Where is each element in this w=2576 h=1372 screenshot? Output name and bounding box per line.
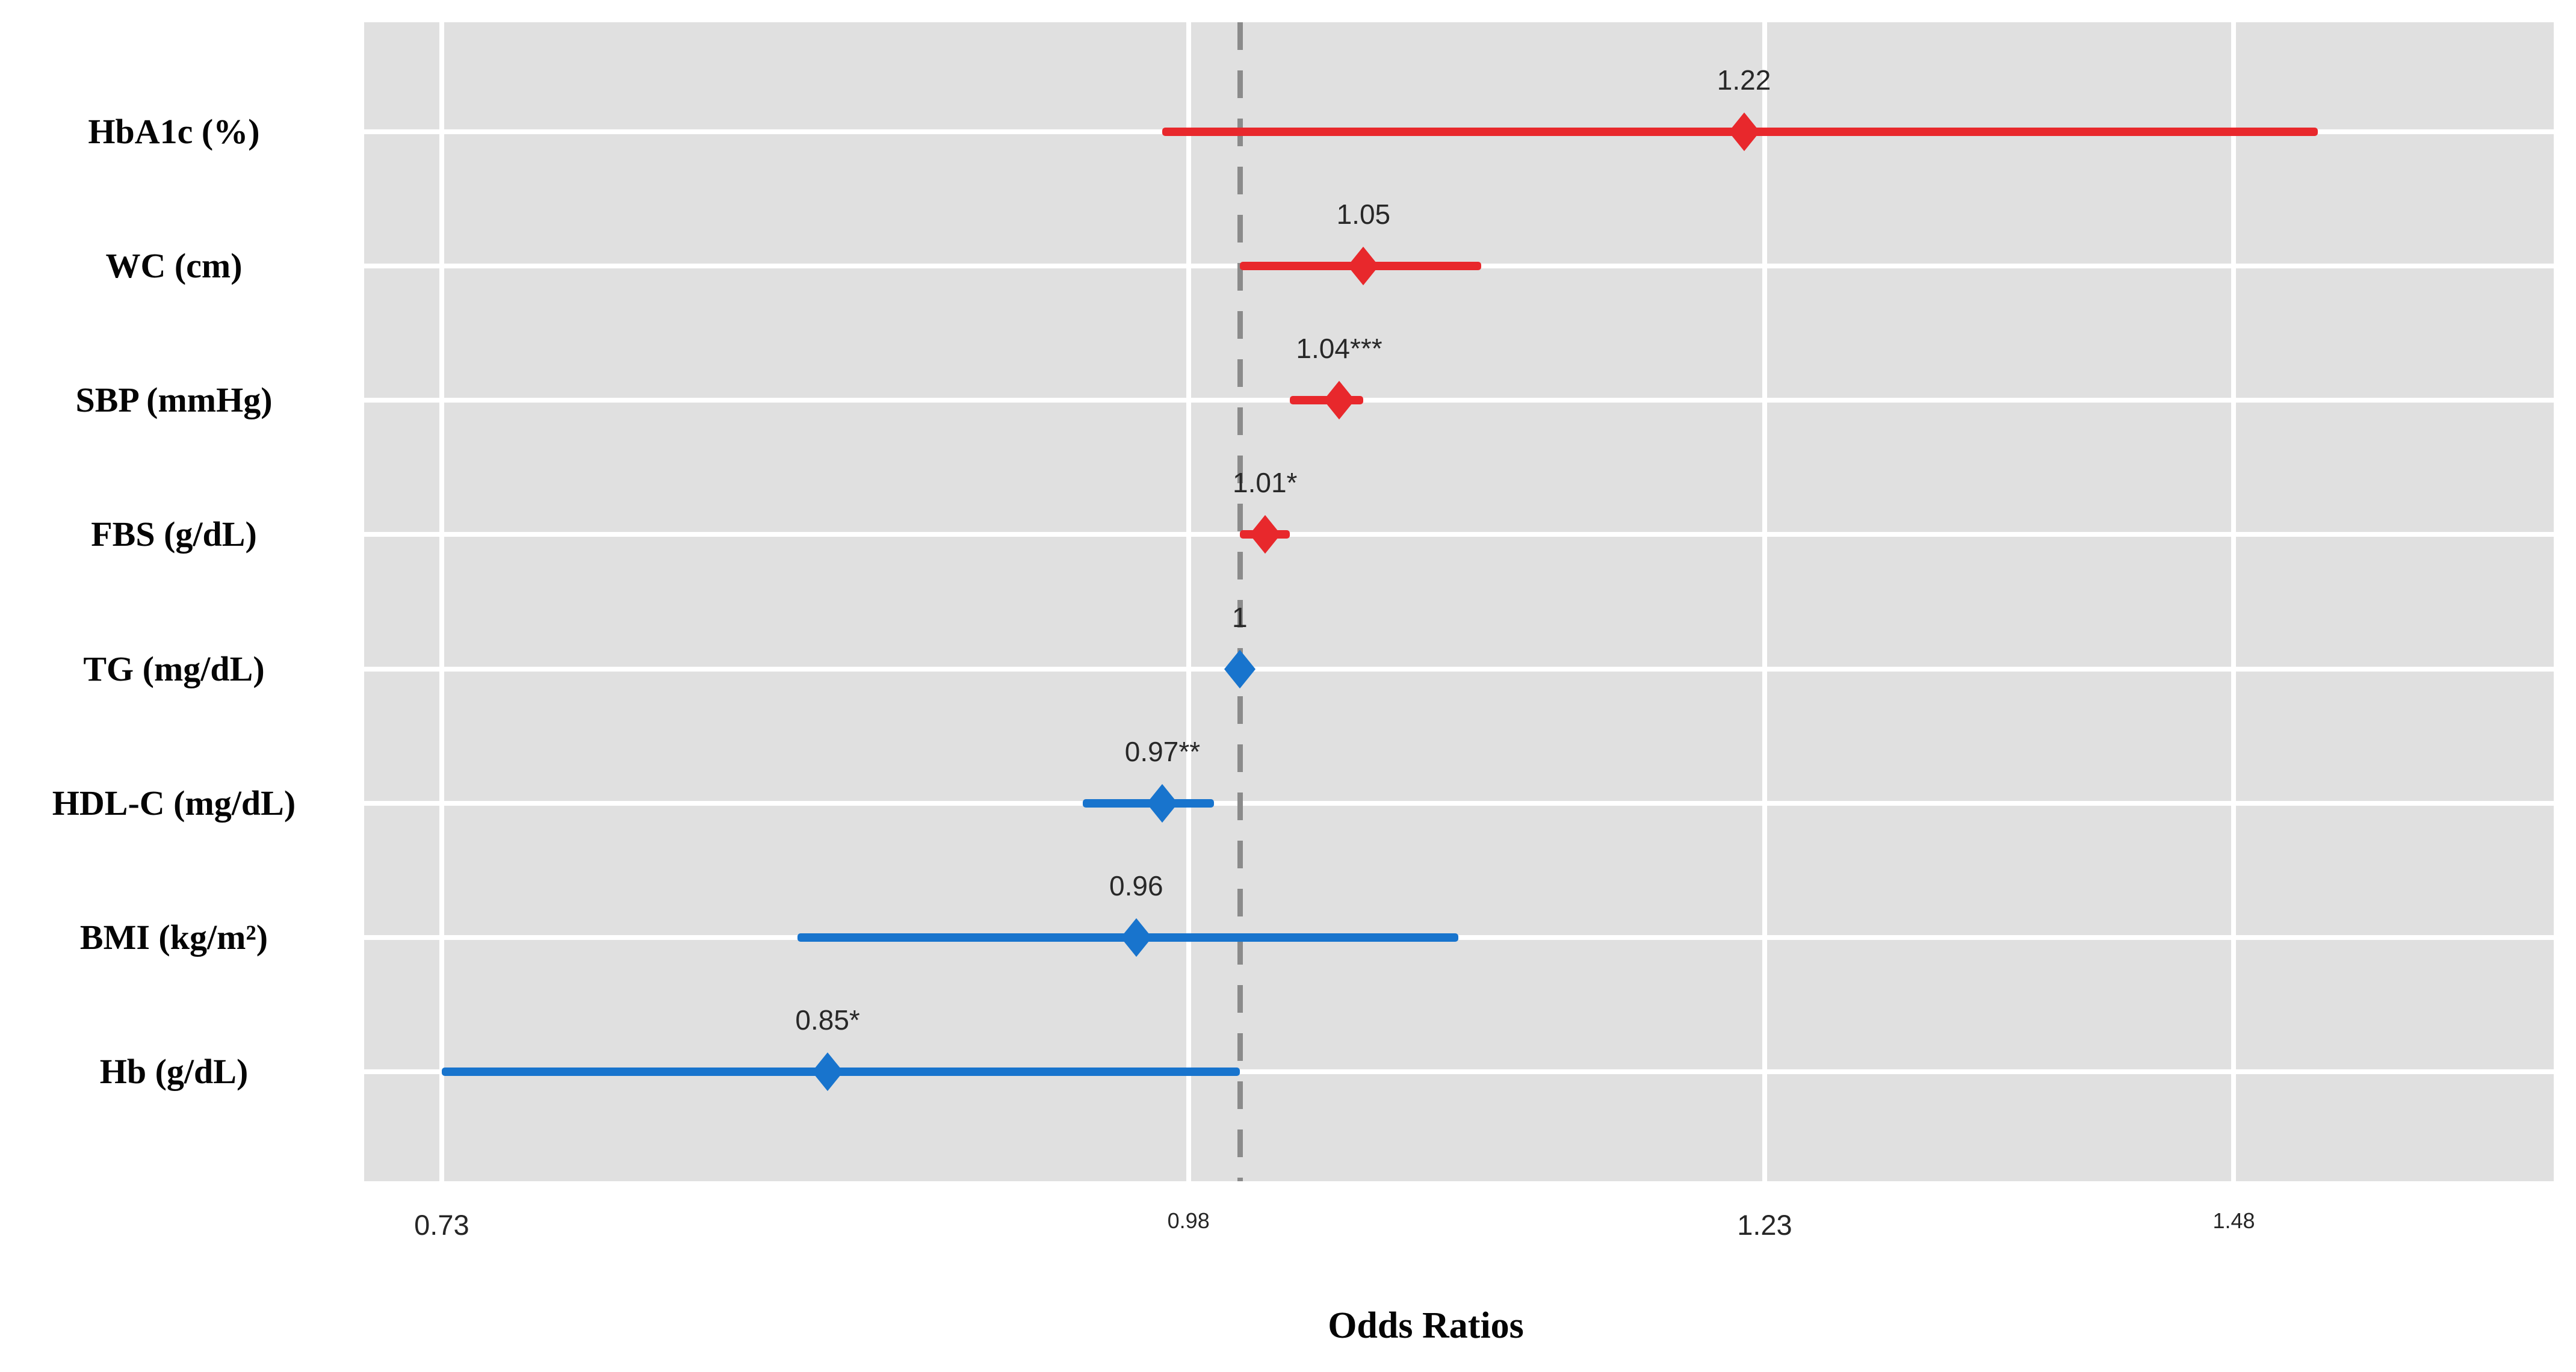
odds-ratio-value-label: 0.85* — [795, 1004, 860, 1036]
category-label: HbA1c (%) — [88, 112, 260, 151]
horizontal-gridline — [364, 935, 2554, 940]
horizontal-gridline — [364, 398, 2554, 403]
x-axis-tick-label: 1.48 — [2212, 1208, 2255, 1233]
odds-ratio-value-label: 1 — [1232, 601, 1248, 633]
x-axis-tick-label: 1.23 — [1737, 1209, 1792, 1241]
category-label: TG (mg/dL) — [83, 649, 265, 688]
vertical-gridline — [1762, 22, 1767, 1181]
plot-panel — [364, 22, 2554, 1181]
odds-ratio-value-label: 1.04*** — [1296, 333, 1382, 365]
category-label: FBS (g/dL) — [91, 514, 257, 554]
category-label: Hb (g/dL) — [99, 1052, 249, 1091]
horizontal-gridline — [364, 532, 2554, 537]
category-label: HDL-C (mg/dL) — [52, 783, 296, 823]
vertical-gridline — [439, 22, 444, 1181]
category-label: SBP (mmHg) — [75, 380, 273, 420]
category-label: BMI (kg/m²) — [79, 917, 268, 957]
x-axis-title: Odds Ratios — [1328, 1305, 1524, 1346]
vertical-gridline — [2231, 22, 2237, 1181]
odds-ratio-value-label: 0.97** — [1124, 735, 1201, 767]
horizontal-gridline — [364, 1069, 2554, 1074]
horizontal-gridline — [364, 800, 2554, 806]
vertical-gridline — [1186, 22, 1191, 1181]
odds-ratio-value-label: 1.01* — [1233, 467, 1298, 499]
odds-ratio-value-label: 0.96 — [1109, 870, 1163, 901]
category-label: WC (cm) — [105, 246, 243, 286]
x-axis-tick-label: 0.98 — [1167, 1208, 1210, 1233]
odds-ratio-value-label: 1.05 — [1336, 199, 1391, 230]
reference-line-or-1 — [1237, 22, 1243, 1181]
horizontal-gridline — [364, 666, 2554, 672]
x-axis-tick-label: 0.73 — [414, 1209, 469, 1241]
odds-ratio-value-label: 1.22 — [1717, 64, 1771, 96]
